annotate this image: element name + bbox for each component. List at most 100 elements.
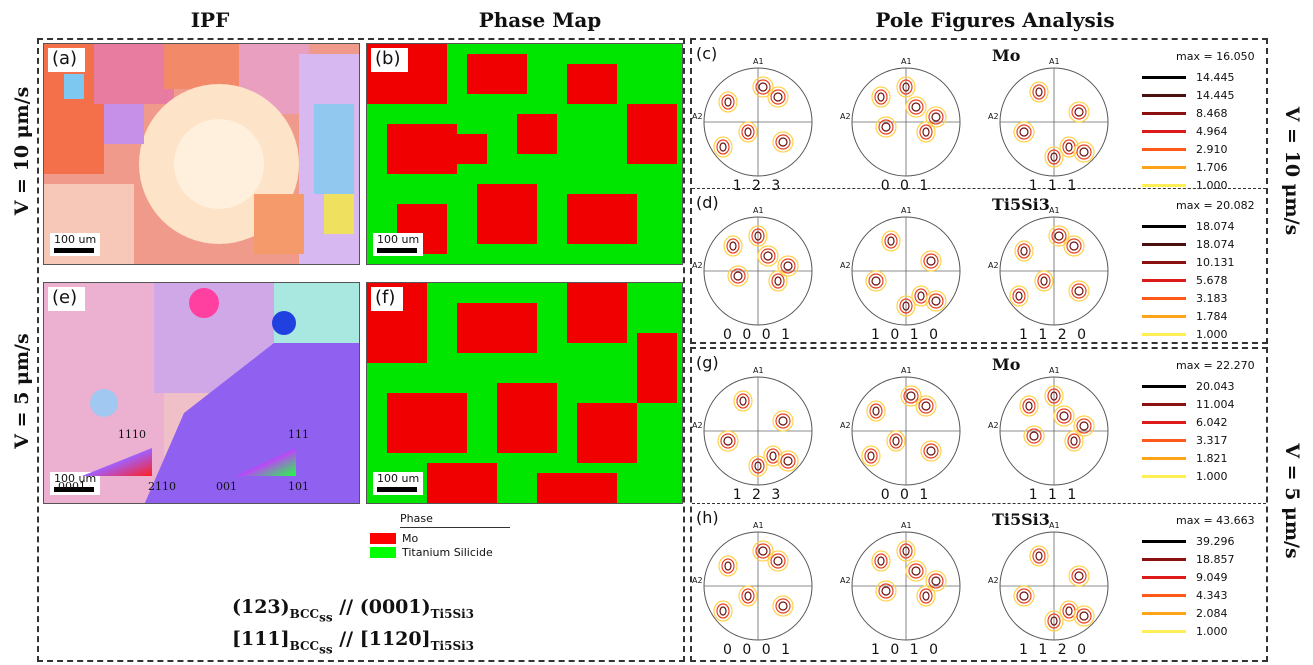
contour-value: 4.343	[1196, 588, 1228, 602]
axis-a1-d-2: A1	[901, 206, 912, 215]
axis-a1-d-1: A1	[753, 206, 764, 215]
pole-figure-h-3	[999, 531, 1109, 641]
axis-a1-d-3: A1	[1049, 206, 1060, 215]
contour-value: 39.296	[1196, 534, 1235, 548]
phase-map-b: (b) 100 um	[366, 43, 683, 265]
pole-figures-h	[703, 531, 1109, 641]
axis-a2-d-2: A2	[840, 261, 851, 270]
contour-swatch	[1142, 224, 1186, 228]
ipf-triangle-cubic	[236, 448, 296, 476]
axis-a2-g-1: A2	[692, 421, 703, 430]
contour-value: 20.043	[1196, 379, 1235, 393]
contour-legend-c: max = 16.050 14.445 14.445 8.468 4.964 2.910 1…	[1142, 50, 1255, 194]
contour-level-c: 2.910	[1142, 140, 1255, 158]
contour-level-d: 18.074	[1142, 217, 1255, 235]
pole-figure-c-2	[851, 67, 961, 177]
pole-figure-label-h-2: 1 0 1 0	[871, 642, 941, 658]
ipf-key-hex-left: 0001	[58, 480, 86, 493]
axis-a1-g-2: A1	[901, 366, 912, 375]
axis-a1-h-3: A1	[1049, 521, 1060, 530]
phase-legend-title: Phase	[400, 512, 510, 528]
panel-label-c: (c)	[696, 44, 718, 63]
scale-bar-b: 100 um	[373, 233, 424, 256]
contour-value: 8.468	[1196, 106, 1228, 120]
contour-level-d: 1.784	[1142, 307, 1255, 325]
contour-level-g: 6.042	[1142, 413, 1255, 431]
contour-swatch	[1142, 147, 1186, 151]
contour-swatch	[1142, 93, 1186, 97]
contour-value: 9.049	[1196, 570, 1228, 584]
orientation-relation-1: (123)BCCss // (0001)Ti5Si3	[232, 596, 475, 625]
contour-value: 1.000	[1196, 327, 1228, 341]
axis-a1-c-1: A1	[753, 57, 764, 66]
panel-label-a: (a)	[48, 48, 86, 72]
phase-texture-b	[367, 44, 682, 264]
axis-a2-d-3: A2	[988, 261, 999, 270]
ipf-map-a: (a) 100 um	[43, 43, 360, 265]
contour-level-g: 1.000	[1142, 467, 1255, 485]
contour-level-g: 11.004	[1142, 395, 1255, 413]
row-label-top-right: V = 10 μm/s	[1281, 106, 1303, 236]
axis-a1-h-2: A1	[901, 521, 912, 530]
pole-figures-c	[703, 67, 1109, 177]
row-label-bottom-right: V = 5 μm/s	[1281, 443, 1303, 559]
contour-swatch	[1142, 332, 1186, 336]
contour-swatch	[1142, 438, 1186, 442]
contour-value: 14.445	[1196, 70, 1235, 84]
contour-level-h: 39.296	[1142, 532, 1255, 550]
contour-swatch	[1142, 474, 1186, 478]
pole-panel-g: (g) Mo A1 A2 1 2 3 A1 A2 0 0 1 A1 A2 1 1 1 max = 22…	[692, 349, 1266, 503]
ipf-key-cubic-top: 111	[288, 428, 309, 441]
ipf-key-cubic-left: 001	[216, 480, 237, 493]
panel-label-e: (e)	[48, 287, 86, 311]
contour-swatch	[1142, 611, 1186, 615]
contour-level-h: 2.084	[1142, 604, 1255, 622]
pole-figure-label-g-1: 1 2 3	[732, 487, 784, 503]
ipf-key-hex-top: 1110	[118, 428, 146, 441]
contour-swatch	[1142, 384, 1186, 388]
contour-value: 1.000	[1196, 624, 1228, 638]
contour-value: 1.784	[1196, 309, 1228, 323]
row-label-top-left: V = 10 μm/s	[11, 86, 33, 216]
contour-swatch	[1142, 575, 1186, 579]
contour-value: 1.706	[1196, 160, 1228, 174]
contour-swatch	[1142, 456, 1186, 460]
pole-figure-label-d-3: 1 1 2 0	[1019, 327, 1089, 343]
contour-max-d: max = 20.082	[1176, 199, 1255, 212]
ipf-map-e: (e) 100 um	[43, 282, 360, 504]
contour-level-c: 8.468	[1142, 104, 1255, 122]
contour-swatch	[1142, 593, 1186, 597]
ipf-key-hex-right: 2110	[148, 480, 176, 493]
contour-value: 2.084	[1196, 606, 1228, 620]
contour-legend-g: max = 22.270 20.043 11.004 6.042 3.317 1.821 1…	[1142, 359, 1255, 485]
contour-level-h: 18.857	[1142, 550, 1255, 568]
axis-a1-c-3: A1	[1049, 57, 1060, 66]
pole-figure-d-1	[703, 216, 813, 326]
contour-swatch	[1142, 296, 1186, 300]
contour-swatch	[1142, 539, 1186, 543]
axis-a2-g-2: A2	[840, 421, 851, 430]
contour-swatch	[1142, 260, 1186, 264]
contour-level-d: 10.131	[1142, 253, 1255, 271]
axis-a2-g-3: A2	[988, 421, 999, 430]
pole-figure-c-3	[999, 67, 1109, 177]
contour-value: 1.000	[1196, 469, 1228, 483]
contour-swatch	[1142, 420, 1186, 424]
contour-level-h: 4.343	[1142, 586, 1255, 604]
contour-max-h: max = 43.663	[1176, 514, 1255, 527]
scale-bar-a: 100 um	[50, 233, 101, 256]
phase-texture-f	[367, 283, 682, 503]
contour-value: 5.678	[1196, 273, 1228, 287]
axis-a1-c-2: A1	[901, 57, 912, 66]
contour-level-c: 14.445	[1142, 86, 1255, 104]
contour-value: 2.910	[1196, 142, 1228, 156]
contour-swatch	[1142, 242, 1186, 246]
contour-swatch	[1142, 314, 1186, 318]
pole-figure-label-h-1: 0 0 0 1	[723, 642, 793, 658]
contour-value: 11.004	[1196, 397, 1235, 411]
ipf-triangle-hex	[82, 448, 152, 476]
contour-value: 3.317	[1196, 433, 1228, 447]
pole-panel-c: (c) Mo A1 A2 1 2 3 A1 A2 0 0 1 A1 A2 1 1 1 max = 16…	[692, 40, 1266, 194]
row-label-bottom-left: V = 5 μm/s	[11, 333, 33, 449]
pole-figure-label-g-2: 0 0 1	[880, 487, 932, 503]
